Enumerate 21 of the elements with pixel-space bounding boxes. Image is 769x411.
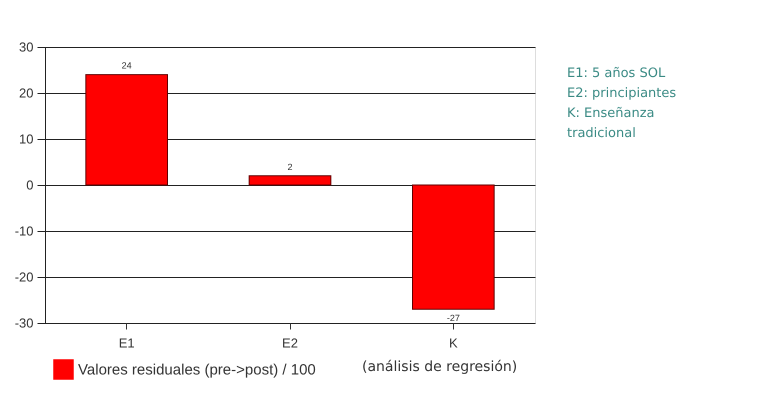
y-tick-label: 0 xyxy=(26,178,34,192)
data-label: 2 xyxy=(287,162,293,172)
text: E1: 5 años SOL xyxy=(567,66,666,81)
bar xyxy=(248,175,332,186)
bar xyxy=(412,184,495,310)
text: (análisis de regresión) xyxy=(362,359,518,375)
y-tick-label: -20 xyxy=(14,270,34,284)
data-label: 24 xyxy=(122,60,132,71)
y-tick-label: 30 xyxy=(19,40,34,54)
bar xyxy=(85,74,168,186)
text: K: Enseñanza tradicional xyxy=(567,106,654,141)
x-tick-label: K xyxy=(448,336,458,350)
y-tick-label: -10 xyxy=(14,224,34,238)
text: E2: principiantes xyxy=(567,86,676,101)
data-label: -27 xyxy=(446,313,460,324)
x-tick-label: E2 xyxy=(282,336,298,350)
y-tick-label: -30 xyxy=(14,316,34,330)
legend-label: Valores residuales (pre->post) / 100 xyxy=(78,362,316,378)
y-tick-label: 10 xyxy=(19,132,34,146)
x-tick-label: E1 xyxy=(118,336,135,350)
y-tick-label: 20 xyxy=(19,86,34,100)
